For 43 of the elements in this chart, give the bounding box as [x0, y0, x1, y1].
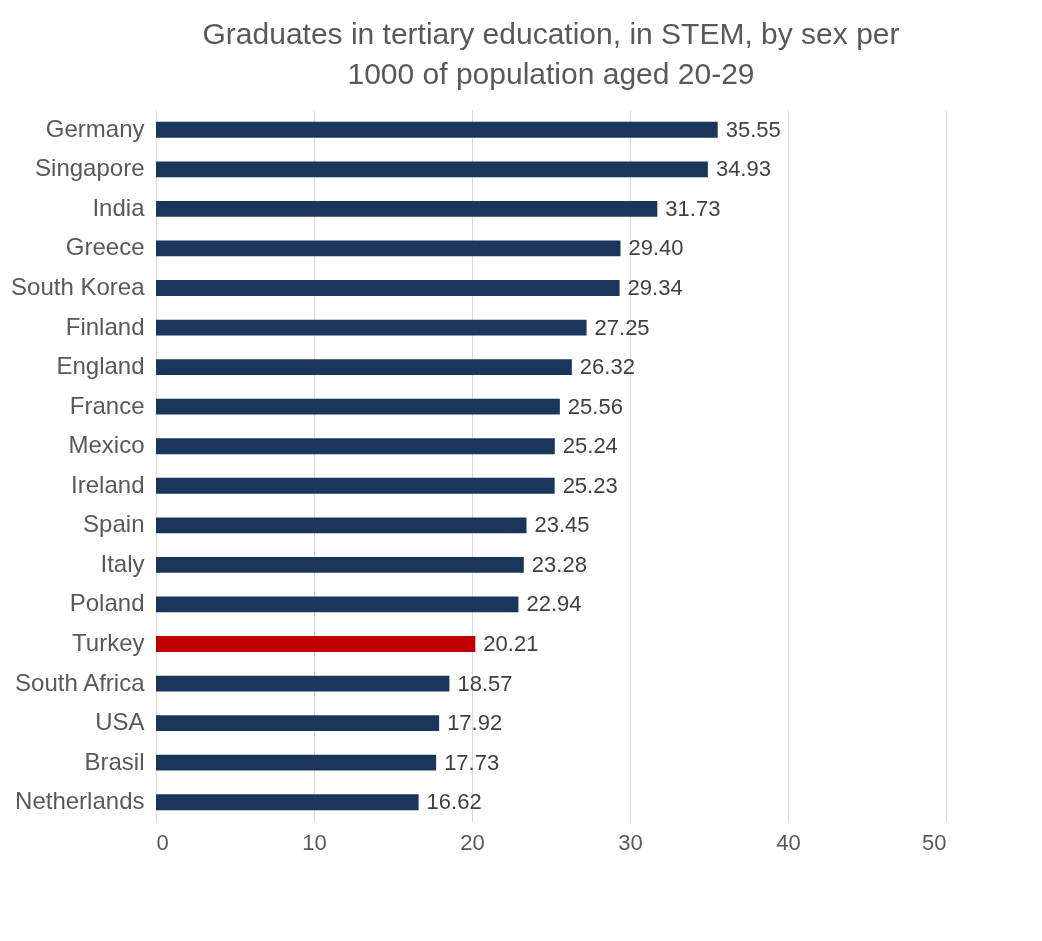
x-tick-label: 20 [460, 829, 485, 855]
y-tick-label: Poland [69, 589, 145, 617]
data-label: 35.55 [725, 116, 781, 142]
y-tick-label: India [92, 193, 146, 221]
data-label: 23.28 [531, 551, 587, 577]
y-tick-label: Ireland [71, 470, 145, 498]
y-tick-label: Italy [100, 549, 145, 577]
data-label: 20.21 [483, 631, 539, 656]
y-tick-label: South Korea [11, 273, 146, 300]
chart-title: Graduates in tertiary education, in STEM, by sex per 1000 of population aged 20-29 [202, 17, 900, 90]
y-tick-label: England [56, 352, 145, 380]
x-tick-label: 10 [302, 829, 327, 855]
data-label: 34.93 [715, 156, 771, 182]
data-label: 25.23 [562, 472, 618, 498]
y-tick-label: France [69, 391, 145, 419]
y-tick-label: Netherlands [15, 787, 145, 815]
y-tick-label: Singapore [35, 154, 145, 182]
data-label: 17.73 [444, 749, 500, 775]
data-label: 16.62 [426, 789, 482, 815]
y-tick-label: Germany [45, 114, 145, 142]
data-label: 18.57 [457, 670, 513, 696]
x-tick-label: 0 [156, 829, 169, 855]
x-tick-label: 50 [922, 829, 947, 855]
data-label: 29.40 [628, 235, 684, 261]
y-tick-label: Turkey [72, 629, 145, 656]
y-tick-label: USA [95, 708, 145, 736]
x-tick-label: 30 [618, 829, 643, 855]
y-tick-label: Finland [65, 312, 145, 340]
data-label: 31.73 [665, 195, 721, 221]
data-label: 17.92 [447, 710, 503, 736]
x-tick-label: 40 [776, 829, 801, 855]
data-label: 25.24 [562, 433, 618, 459]
y-tick-label: Greece [65, 233, 145, 261]
data-label: 23.45 [534, 512, 590, 538]
y-tick-label: Mexico [68, 431, 145, 459]
y-tick-label: South Africa [15, 668, 146, 696]
data-label: 26.32 [579, 354, 635, 380]
data-label: 25.56 [567, 393, 623, 419]
data-label: 22.94 [526, 591, 582, 617]
data-label: 29.34 [627, 275, 683, 300]
y-tick-label: Spain [83, 510, 145, 538]
y-tick-label: Brasil [84, 747, 145, 775]
data-label: 27.25 [594, 314, 650, 340]
